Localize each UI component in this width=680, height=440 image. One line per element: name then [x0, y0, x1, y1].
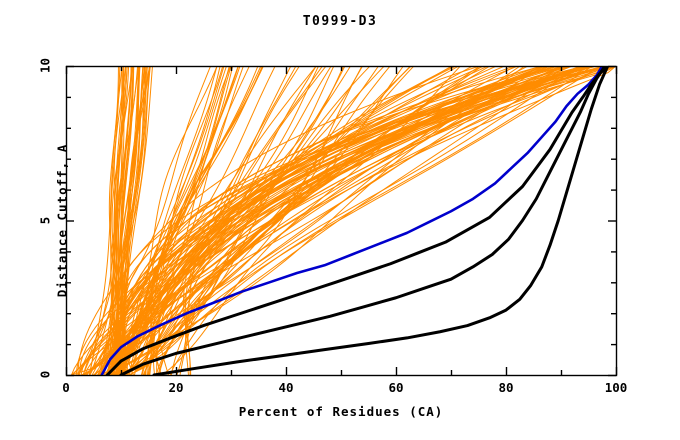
x-tick-label: 40	[278, 380, 294, 395]
model-curve	[123, 66, 572, 375]
curves-canvas	[71, 66, 616, 375]
x-tick-label: 80	[498, 380, 514, 395]
page-title: T0999-D3	[302, 14, 378, 29]
y-tick-label: 5	[37, 216, 53, 224]
model-curve	[77, 66, 616, 375]
y-tick-label: 0	[37, 370, 53, 379]
x-axis-label: Percent of Residues (CA)	[238, 404, 444, 419]
model-curve	[128, 66, 610, 375]
y-tick-label: 10	[37, 57, 53, 74]
x-tick-label: 60	[388, 380, 404, 395]
x-tick-label: 0	[62, 380, 70, 395]
x-tick-label: 20	[168, 380, 184, 395]
plot-area	[66, 66, 616, 375]
x-tick-label: 100	[604, 380, 628, 395]
